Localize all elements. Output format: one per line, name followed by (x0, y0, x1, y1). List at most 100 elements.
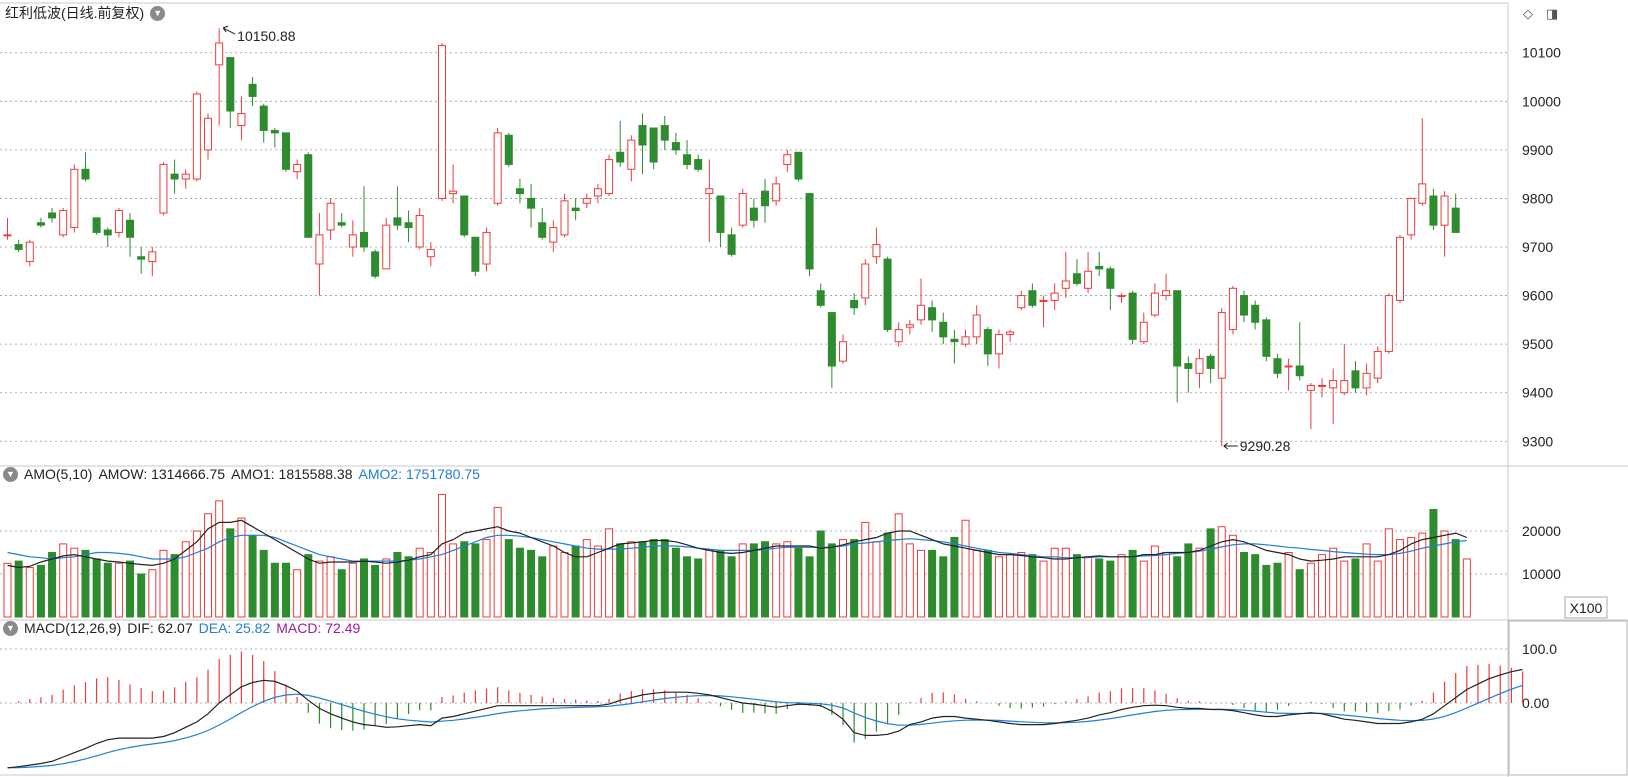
candlestick (1373, 346, 1382, 384)
candlestick (850, 293, 859, 316)
chevron-down-icon[interactable]: ▼ (3, 466, 18, 482)
amo-bar (259, 549, 268, 618)
candlestick (1251, 300, 1260, 330)
candlestick (437, 43, 446, 201)
candlestick (36, 217, 45, 228)
amo-bar (549, 545, 558, 618)
amo-bar (1039, 560, 1048, 618)
price-tick-label: 9300 (1522, 433, 1553, 449)
amo-bar (761, 541, 770, 618)
candlestick (81, 152, 90, 182)
amo-bar (237, 517, 246, 618)
chevron-down-icon[interactable]: ▼ (150, 5, 166, 21)
amo-bar (326, 556, 335, 618)
candlestick (449, 164, 458, 204)
amo-bar (1451, 539, 1460, 618)
amo-bar (894, 513, 903, 618)
amo-bar (437, 493, 446, 618)
amo-bar (1351, 558, 1360, 618)
candlestick (1150, 283, 1159, 318)
amo-unit-label: X100 (1570, 600, 1603, 616)
candlestick (170, 159, 179, 194)
amo-bar (1251, 554, 1260, 618)
amo-bar (137, 573, 146, 618)
amo-bar (961, 519, 970, 618)
candlestick (103, 227, 112, 248)
amo-bar (315, 560, 324, 618)
candlestick (1240, 290, 1249, 323)
amo-bar (1206, 528, 1215, 618)
amo2-value: AMO2: 1751780.75 (358, 466, 480, 482)
candlestick (761, 179, 770, 223)
amo-bar (527, 549, 536, 618)
amo-bar (1128, 549, 1137, 618)
amo-bar (928, 549, 937, 618)
candlestick (126, 213, 135, 257)
price-tick-label: 9800 (1522, 190, 1553, 206)
candlestick (1451, 193, 1460, 233)
amo-bar (1095, 558, 1104, 618)
amo-bar (1262, 564, 1271, 618)
candlestick (393, 186, 402, 231)
amo-bar (1017, 552, 1026, 618)
macd-label: MACD(12,26,9) (24, 620, 122, 636)
amo-bar (1162, 552, 1171, 618)
amo-bar (772, 543, 781, 618)
candlestick (705, 159, 714, 243)
price-tick-label: 9400 (1522, 385, 1553, 401)
price-tick-label: 9500 (1522, 336, 1553, 352)
amo-bar (1006, 554, 1015, 618)
candlestick (928, 300, 937, 333)
price-tick-label: 10000 (1522, 93, 1561, 109)
candlestick (749, 198, 758, 228)
panel-toggle-icon[interactable]: ◨ (1546, 6, 1559, 21)
diamond-icon[interactable]: ◇ (1523, 6, 1533, 21)
candlestick (1284, 358, 1293, 391)
macd-axis-box (1508, 620, 1628, 776)
amo-bar (226, 528, 235, 618)
amo-bar (81, 549, 90, 618)
candlestick (248, 77, 257, 107)
amo-bar (660, 539, 669, 618)
candlestick (426, 242, 435, 267)
dea-value: DEA: 25.82 (198, 620, 271, 636)
amo-bar (1373, 560, 1382, 618)
candlestick (1418, 118, 1427, 206)
candlestick (315, 213, 324, 296)
candlestick (493, 128, 502, 206)
amo-bar (204, 513, 213, 618)
amo-bar (59, 543, 68, 618)
candlestick (805, 193, 814, 277)
amo-bar (482, 539, 491, 618)
candlestick (916, 278, 925, 325)
amo-bar (1072, 554, 1081, 618)
amo-bar (861, 521, 870, 618)
amo-bar (1462, 558, 1471, 618)
amo-bar (282, 562, 290, 618)
amo-bar (649, 539, 658, 618)
candlestick (14, 239, 23, 252)
candlestick (972, 305, 981, 345)
candlestick (671, 132, 680, 155)
candlestick (371, 249, 380, 279)
candlestick (359, 186, 368, 252)
amo-bar (827, 543, 836, 618)
candlestick (1162, 273, 1171, 301)
candlestick (1329, 368, 1338, 425)
candlestick (148, 247, 157, 277)
candlestick (471, 236, 480, 277)
amo-bar (92, 558, 101, 618)
amo-bar (460, 541, 469, 618)
amo-bar (371, 564, 380, 618)
amo-bar (293, 569, 302, 618)
amo-bar (1362, 543, 1371, 618)
amo-bar (270, 562, 279, 618)
chevron-down-icon[interactable]: ▼ (3, 620, 18, 636)
main-panel-header: 红利低波(日线.前复权) ▼ (5, 4, 166, 22)
amo-bar (1150, 545, 1159, 618)
amo-bar (449, 543, 458, 618)
amo1-value: AMO1: 1815588.38 (231, 466, 353, 482)
candlestick (683, 140, 692, 170)
candlestick (738, 188, 747, 228)
